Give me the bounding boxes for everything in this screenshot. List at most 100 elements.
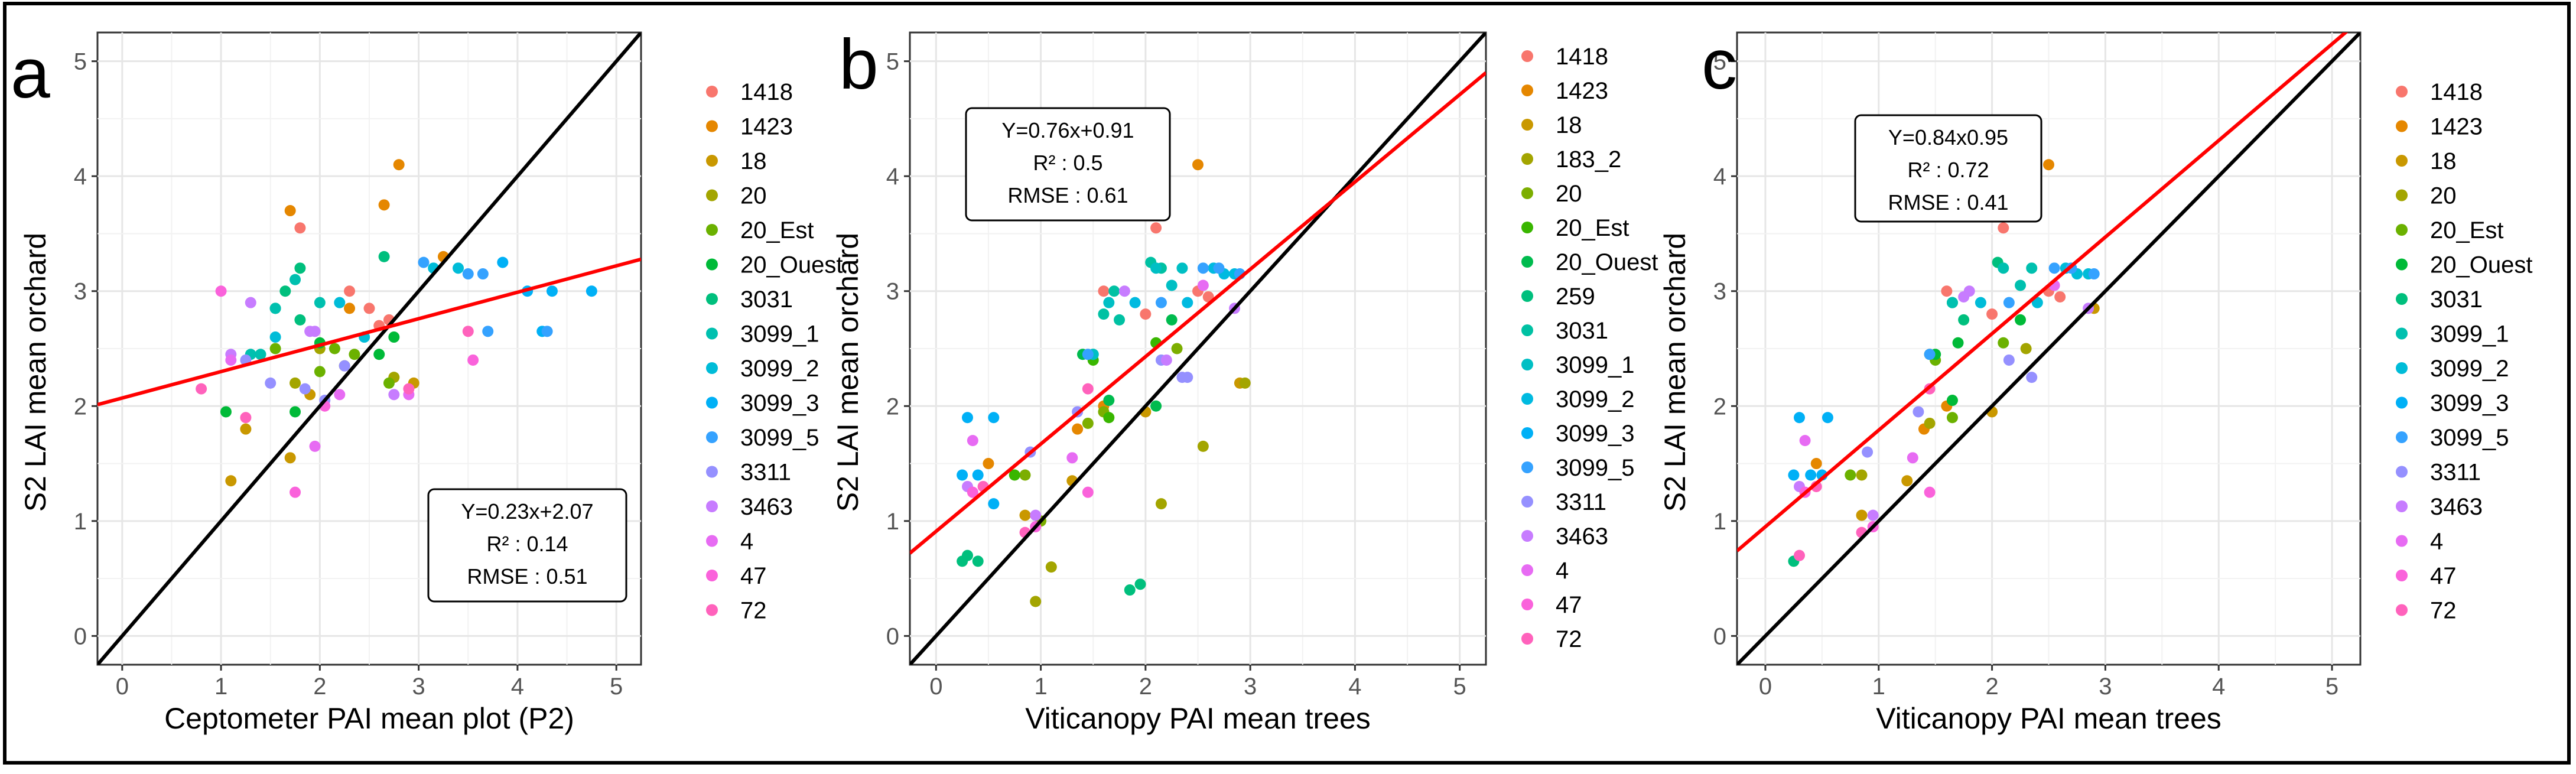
point-3099_5 [477,268,489,279]
point-3031 [294,262,305,274]
x-tick-label: 1 [1872,674,1885,700]
panel-letter: c [1702,25,1737,104]
annotation-line: RMSE : 0.61 [1007,183,1128,207]
point-1418 [364,303,375,314]
legend-label: 20_Ouest [740,252,843,278]
legend-key-3311 [1521,496,1533,508]
legend-key-18 [2396,155,2408,167]
point-18 [1856,510,1868,521]
legend-key-3099_3 [1521,427,1533,439]
point-183_2 [1046,561,1057,573]
point-20_Ouest [388,331,399,343]
x-tick-label: 3 [2099,674,2112,700]
legend-key-3099_1 [2396,328,2408,340]
legend-label: 3099_1 [740,321,819,347]
point-3099_3 [1794,412,1805,423]
legend-key-20_Est [706,224,718,236]
point-20 [1020,470,1031,481]
y-tick-label: 5 [74,49,87,75]
point-3311 [1182,372,1193,383]
legend-key-47 [2396,570,2408,581]
y-tick-label: 3 [74,279,87,305]
point-4 [225,355,236,366]
point-3311 [2003,355,2015,366]
point-3099_3 [988,498,999,509]
point-183_2 [1030,596,1041,607]
point-72 [463,326,474,337]
point-3099_1 [1150,262,1162,274]
legend-key-3311 [706,466,718,478]
panel-letter: a [11,34,50,113]
point-259 [957,555,968,567]
regression-annotation: Y=0.84x0.95R² : 0.72RMSE : 0.41 [1855,115,2041,222]
legend-key-18 [1521,119,1533,131]
point-20 [1082,418,1094,429]
point-4 [1066,452,1078,463]
y-axis-title: S2 LAI mean orchard [1658,233,1692,512]
point-20_Est [314,366,326,377]
legend-key-3099_2 [706,362,718,374]
point-20_Est [1998,337,2009,349]
x-tick-label: 5 [1453,674,1466,700]
point-20_Ouest [1150,401,1162,412]
y-tick-label: 3 [886,279,899,305]
legend-key-3099_3 [706,397,718,409]
point-20_Est [1103,412,1114,423]
point-18 [1901,475,1913,486]
point-3311 [2026,372,2037,383]
y-tick-label: 3 [1713,279,1726,305]
legend-key-3031 [1521,324,1533,336]
point-3099_1 [2026,262,2037,274]
x-tick-label: 1 [1034,674,1047,700]
legend-label: 4 [740,529,753,555]
point-4 [310,441,321,452]
legend-label: 3099_3 [1556,421,1634,447]
point-3099_5 [1213,262,1224,274]
legend-key-3031 [2396,293,2408,305]
point-3099_2 [270,331,281,343]
x-tick-label: 2 [313,674,326,700]
point-259 [1124,584,1136,596]
legend-label: 3099_1 [2430,321,2509,347]
x-tick-label: 0 [116,674,129,700]
y-tick-label: 2 [1713,393,1726,419]
legend-key-47 [1521,599,1533,610]
legend-key-1423 [1521,84,1533,96]
legend-key-20_Ouest [1521,256,1533,268]
point-20_Ouest [1947,395,1958,406]
legend-label: 3099_1 [1556,352,1634,378]
annotation-line: RMSE : 0.51 [467,564,587,588]
legend-label: 20_Est [1556,215,1629,241]
point-20 [1172,343,1183,355]
x-axis-title: Ceptometer PAI mean plot (P2) [164,702,574,735]
point-3463 [310,326,321,337]
point-3463 [388,389,399,400]
point-4 [334,389,345,400]
point-20 [290,378,301,389]
y-tick-label: 4 [74,164,87,190]
legend-key-1418 [706,86,718,97]
point-3463 [245,297,256,308]
point-259 [972,555,984,567]
point-3099_3 [1805,470,1816,481]
point-20_Est [329,343,340,355]
point-3099_1 [1998,262,2009,274]
annotation-line: R² : 0.5 [1033,151,1102,175]
legend-key-20 [2396,190,2408,201]
point-3031 [1098,308,1109,320]
legend-label: 18 [2430,148,2457,174]
y-tick-label: 2 [74,393,87,419]
point-3099_3 [957,470,968,481]
point-3099_1 [1947,297,1958,308]
legend-key-20_Ouest [2396,259,2408,271]
point-20_Est [270,343,281,355]
legend-key-3463 [2396,500,2408,512]
y-tick-label: 0 [74,623,87,649]
point-47 [1082,487,1094,498]
y-tick-label: 4 [1713,164,1726,190]
point-20_Ouest [373,349,385,360]
point-3463 [1030,510,1041,521]
legend-label: 20 [1556,181,1582,207]
legend-label: 47 [740,563,767,589]
point-1418 [1998,222,2009,233]
